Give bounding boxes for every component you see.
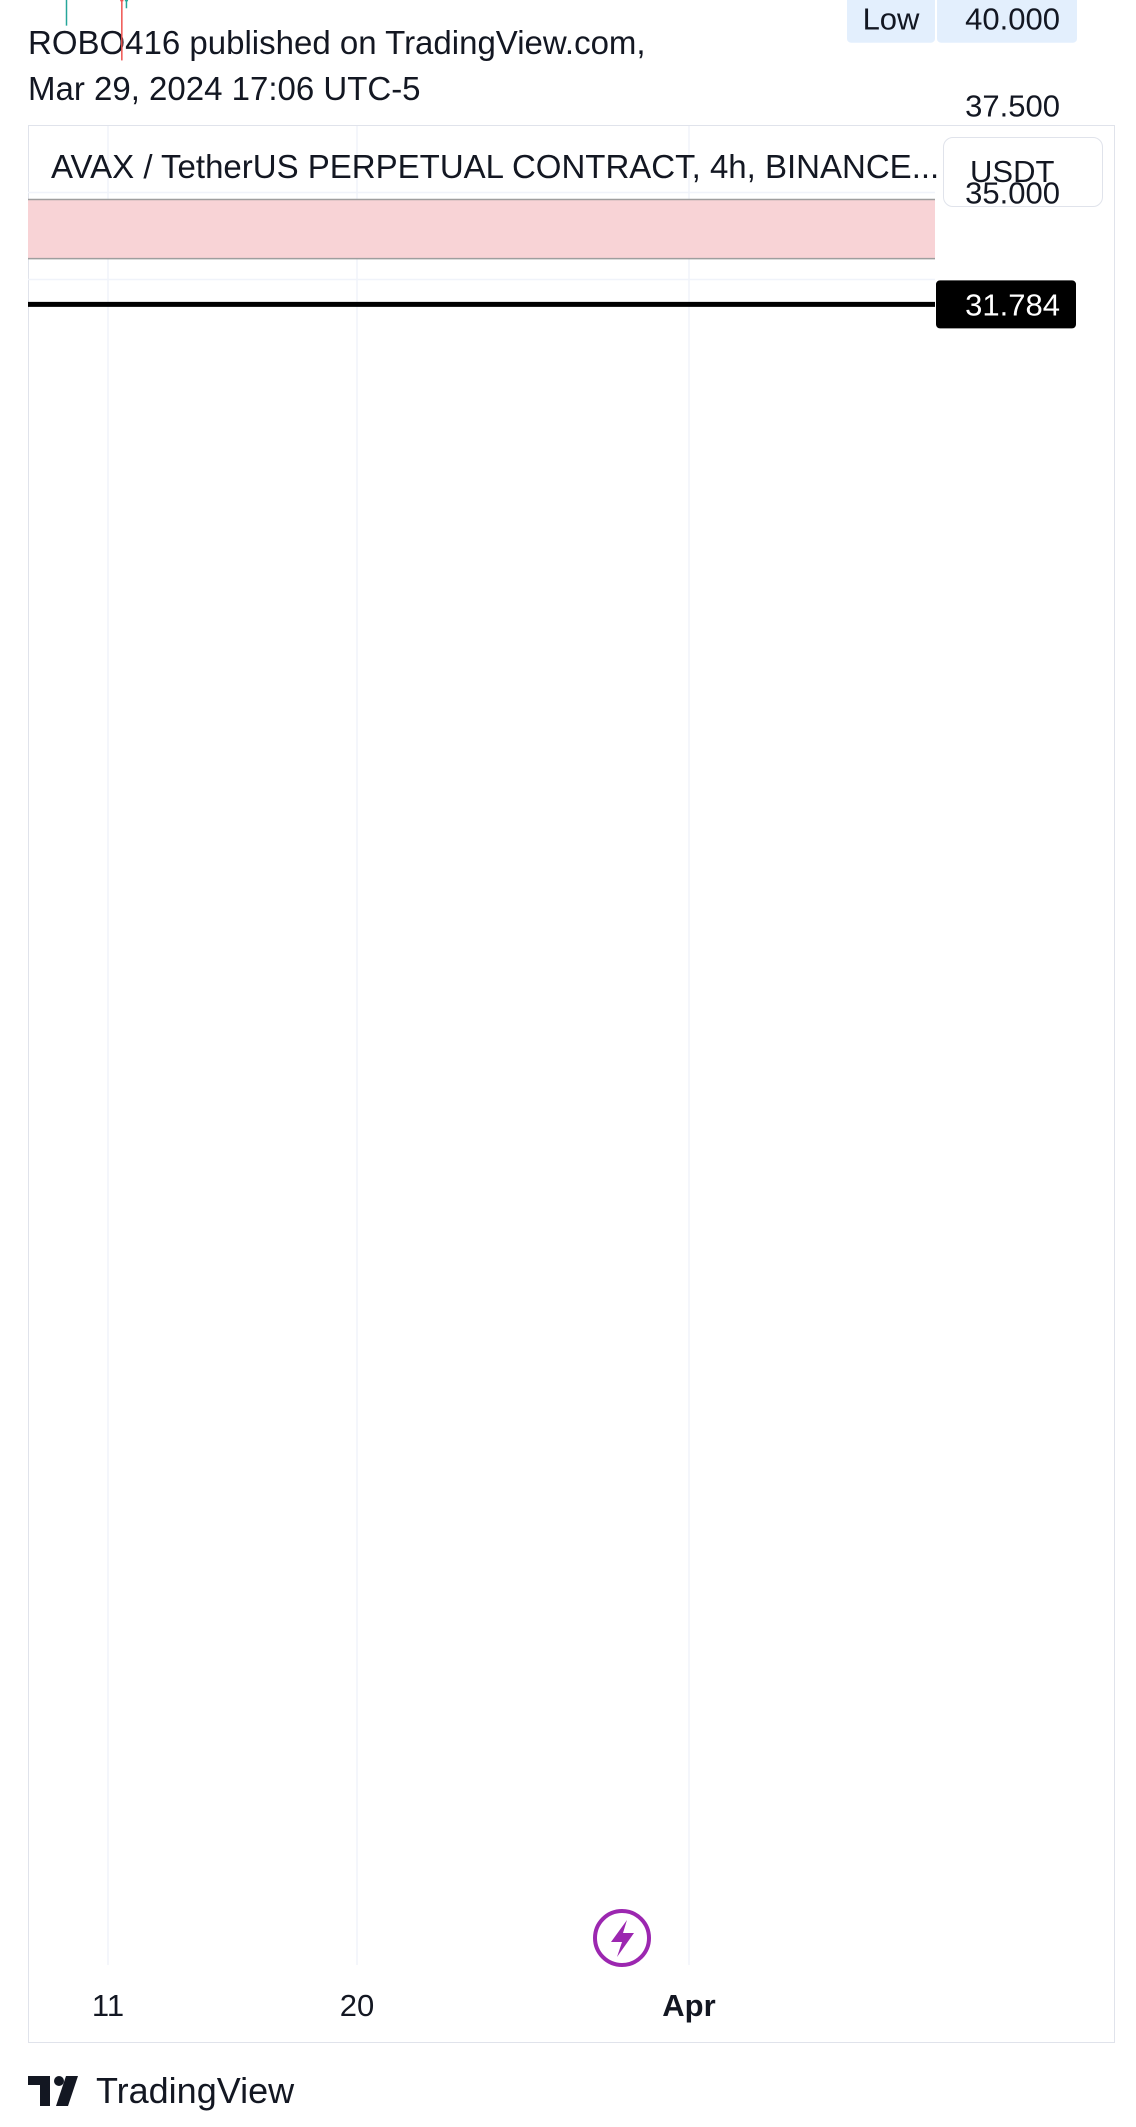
low-tag-label: Low — [863, 2, 920, 37]
price-lines — [28, 301, 935, 307]
low-value-badge — [937, 0, 1077, 43]
y-tick-label: 35.000 — [965, 176, 1060, 211]
grid — [28, 126, 935, 1965]
publish-date: Mar 29, 2024 17:06 UTC-5 — [28, 70, 421, 107]
candle — [65, 0, 68, 26]
zones — [28, 198, 935, 260]
candle — [124, 0, 129, 9]
candle-body — [124, 0, 129, 2]
footer-brand: TradingView — [96, 2070, 295, 2111]
publisher-line: ROBO416 published on TradingView.com, — [28, 24, 646, 61]
chart-title: AVAX / TetherUS PERPETUAL CONTRACT, 4h, … — [51, 148, 940, 185]
lightning-icon — [593, 1909, 651, 1967]
misc-overlay — [593, 1909, 651, 1967]
x-tick-label: Apr — [662, 1988, 715, 2023]
candles — [65, 0, 129, 61]
price-badges: 55.16344.55342.22331.784High65.480Low40.… — [847, 0, 1077, 329]
time-axis: 11 20 Apr — [92, 1988, 716, 2023]
price-axis: 80.00077.50075.00072.50070.00067.50062.5… — [965, 89, 1060, 211]
y-tick-label: 37.500 — [965, 89, 1060, 124]
publisher-info: ROBO416 published on TradingView.com, Ma… — [28, 20, 646, 112]
low-value: 40.000 — [965, 2, 1060, 37]
x-tick-label: 11 — [92, 1988, 124, 2023]
footer: TradingView — [28, 2070, 294, 2112]
x-tick-label: 20 — [340, 1988, 374, 2023]
price-line-badge-label: 31.784 — [965, 287, 1060, 322]
currency-selector[interactable]: USDT — [943, 137, 1103, 207]
candle — [120, 0, 124, 61]
low-tag — [847, 0, 935, 43]
demand-zone — [28, 199, 935, 259]
tradingview-logo-icon — [28, 2076, 78, 2106]
price-line-badge — [936, 280, 1076, 329]
candle-body — [120, 0, 124, 2]
chart-frame — [28, 125, 1115, 2043]
